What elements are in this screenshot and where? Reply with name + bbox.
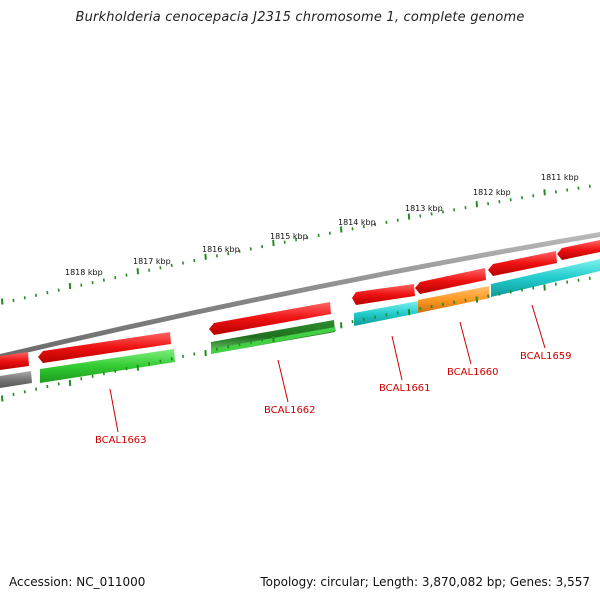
gene-label-bcal1660: BCAL1660 xyxy=(447,367,499,378)
cds-arrow xyxy=(557,240,600,260)
cyan-feature xyxy=(491,259,600,297)
gene-label-bcal1663: BCAL1663 xyxy=(95,435,147,446)
leader-line-bcal1663 xyxy=(109,388,119,433)
forward-strand-features xyxy=(0,240,600,370)
scale-label-1817: 1817 kbp xyxy=(133,257,171,266)
scale-label-1812: 1812 kbp xyxy=(473,188,511,197)
outer-scale-ticks xyxy=(1,184,591,305)
scale-label-1811: 1811 kbp xyxy=(541,173,579,182)
cds-arrow xyxy=(352,284,415,305)
inner-scale-ticks xyxy=(1,276,591,402)
green-feature xyxy=(40,349,175,383)
gene-leader-lines xyxy=(109,304,546,433)
gene-label-bcal1662: BCAL1662 xyxy=(264,405,316,416)
gray-feature xyxy=(0,371,32,388)
gene-labels: BCAL1659 BCAL1660 BCAL1661 BCAL1662 BCAL… xyxy=(95,351,572,446)
cds-arrow xyxy=(209,302,331,335)
scale-label-1813: 1813 kbp xyxy=(405,204,443,213)
leader-line-bcal1660 xyxy=(459,321,472,365)
scale-label-1816: 1816 kbp xyxy=(202,245,240,254)
accession-text: Accession: NC_011000 xyxy=(9,575,146,589)
genome-stats-text: Topology: circular; Length: 3,870,082 bp… xyxy=(260,575,590,589)
cds-arrow xyxy=(488,251,557,276)
leader-line-bcal1659 xyxy=(531,304,546,349)
scale-label-1815: 1815 kbp xyxy=(270,232,308,241)
cds-arrow xyxy=(38,332,171,363)
scale-label-1818: 1818 kbp xyxy=(65,268,103,277)
cds-arrow xyxy=(415,268,486,294)
leader-line-bcal1661 xyxy=(391,335,403,381)
leader-line-bcal1662 xyxy=(277,359,289,403)
orange-feature xyxy=(418,286,490,313)
gene-label-bcal1661: BCAL1661 xyxy=(379,383,431,394)
cds-arrow xyxy=(0,352,29,370)
scale-label-1814: 1814 kbp xyxy=(338,218,376,227)
genome-backbone xyxy=(0,232,600,359)
scale-labels: 1811 kbp 1812 kbp 1813 kbp 1814 kbp 1815… xyxy=(65,173,579,277)
map-title: Burkholderia cenocepacia J2315 chromosom… xyxy=(75,10,525,25)
gene-label-bcal1659: BCAL1659 xyxy=(520,351,572,362)
reverse-strand-features xyxy=(0,259,600,388)
